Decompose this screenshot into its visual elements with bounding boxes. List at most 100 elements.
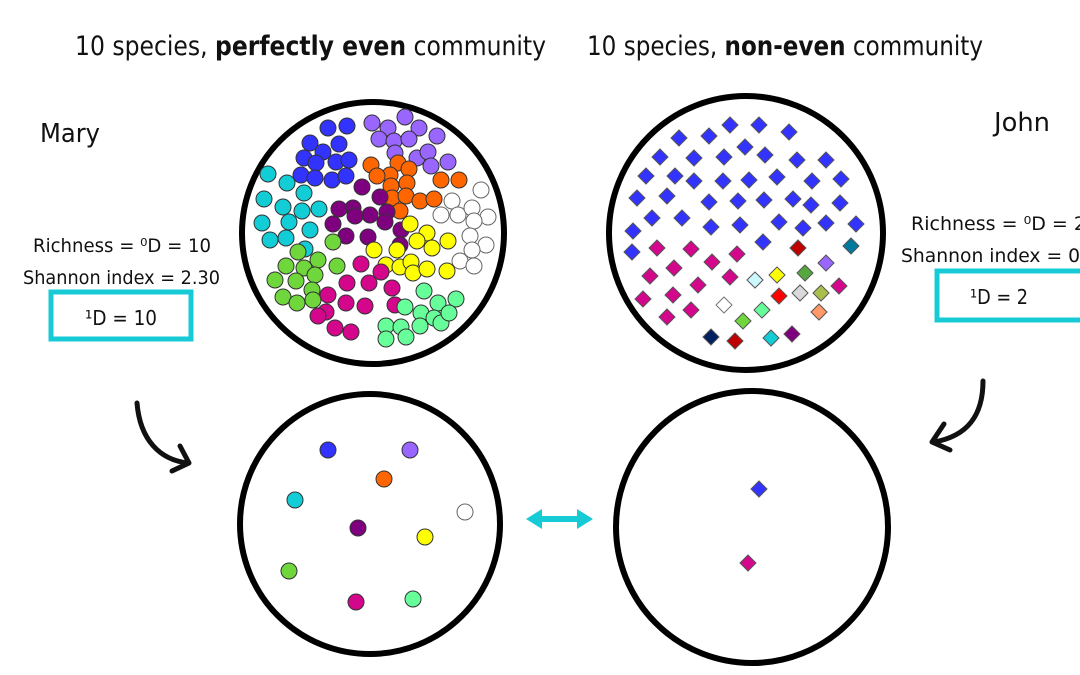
title-noneven-suffix: community xyxy=(846,31,983,62)
individual-circle xyxy=(438,262,456,280)
individual-circle xyxy=(400,160,418,178)
individual-diamond xyxy=(685,172,703,190)
individual-diamond xyxy=(830,277,848,295)
individual-diamond xyxy=(784,190,802,208)
title-noneven-bold: non-even xyxy=(725,31,846,62)
individual-diamond xyxy=(768,266,786,284)
individual-diamond xyxy=(740,171,758,189)
individual-circle xyxy=(347,593,365,611)
mary-shannon: Shannon index = 2.30 xyxy=(23,267,220,289)
individual-diamond xyxy=(847,215,865,233)
individual-diamond xyxy=(750,480,768,498)
title-noneven-community: 10 species, non-even community xyxy=(587,31,983,62)
individual-circle xyxy=(330,135,348,153)
individual-circle xyxy=(309,307,327,325)
title-noneven-prefix: 10 species, xyxy=(587,31,725,62)
individual-diamond xyxy=(700,127,718,145)
individual-circle xyxy=(425,190,443,208)
individual-diamond xyxy=(665,259,683,277)
individual-circle xyxy=(461,227,479,245)
individual-circle xyxy=(404,590,422,608)
individual-diamond xyxy=(658,308,676,326)
individual-circle xyxy=(301,221,319,239)
individual-diamond xyxy=(788,151,806,169)
individual-diamond xyxy=(623,243,641,261)
john-hill-number-box xyxy=(934,268,1080,323)
individual-diamond xyxy=(753,301,771,319)
individual-diamond xyxy=(682,240,700,258)
individual-circle xyxy=(415,282,433,300)
individual-diamond xyxy=(791,284,809,302)
individual-circle xyxy=(309,251,327,269)
individual-circle xyxy=(365,241,383,259)
individual-circle xyxy=(375,470,393,488)
individual-circle xyxy=(266,271,284,289)
individual-circle xyxy=(306,266,324,284)
individual-circle xyxy=(307,154,325,172)
individual-circle xyxy=(324,233,342,251)
individual-diamond xyxy=(812,284,830,302)
individual-diamond xyxy=(755,191,773,209)
individual-circle xyxy=(449,206,467,224)
individual-diamond xyxy=(754,233,772,251)
individual-circle xyxy=(439,153,457,171)
individual-circle xyxy=(259,165,277,183)
individual-circle xyxy=(440,304,458,322)
individual-circle xyxy=(479,208,497,226)
individual-circle xyxy=(400,130,418,148)
individual-diamond xyxy=(762,329,780,347)
individual-diamond xyxy=(796,264,814,282)
individual-circle xyxy=(255,190,273,208)
individual-diamond xyxy=(832,170,850,188)
individual-circle xyxy=(432,206,450,224)
individual-circle xyxy=(328,257,346,275)
individual-diamond xyxy=(736,138,754,156)
john-hill-number: ¹D = 2 xyxy=(970,285,1028,309)
individual-circle xyxy=(261,231,279,249)
individual-circle xyxy=(253,214,271,232)
individual-diamond xyxy=(715,148,733,166)
individual-circle xyxy=(323,171,341,189)
individual-circle xyxy=(465,212,483,230)
individual-circle xyxy=(465,257,483,275)
individual-diamond xyxy=(803,172,821,190)
individual-diamond xyxy=(831,194,849,212)
individual-diamond xyxy=(794,219,812,237)
noneven-sample-circle xyxy=(613,388,891,666)
individual-diamond xyxy=(637,167,655,185)
individual-diamond xyxy=(817,254,835,272)
even-community-individuals xyxy=(253,108,497,348)
individual-diamond xyxy=(673,209,691,227)
individual-diamond xyxy=(700,193,718,211)
individual-diamond xyxy=(756,146,774,164)
noneven-community-circle xyxy=(606,93,886,373)
individual-diamond xyxy=(702,218,720,236)
individual-diamond xyxy=(664,286,682,304)
individual-circle xyxy=(396,298,414,316)
john-richness: Richness = ⁰D = 2 xyxy=(911,213,1080,235)
individual-diamond xyxy=(689,276,707,294)
individual-circle xyxy=(274,198,292,216)
individual-diamond xyxy=(810,303,828,321)
john-label: John xyxy=(992,108,1050,138)
individual-diamond xyxy=(666,167,684,185)
individual-circle xyxy=(383,279,401,297)
curved-arrow-left-icon xyxy=(134,400,192,474)
individual-circle xyxy=(353,178,371,196)
individual-circle xyxy=(419,143,437,161)
double-arrow-compare-icon xyxy=(526,509,593,529)
individual-diamond xyxy=(729,192,747,210)
individual-circle xyxy=(447,290,465,308)
individual-circle xyxy=(337,294,355,312)
individual-circle xyxy=(324,215,342,233)
individual-circle xyxy=(377,330,395,348)
even-equivalent-community xyxy=(280,441,474,611)
individual-circle xyxy=(310,200,328,218)
title-even-community: 10 species, perfectly even community xyxy=(75,31,546,62)
individual-diamond xyxy=(685,149,703,167)
individual-circle xyxy=(418,260,436,278)
individual-circle xyxy=(370,130,388,148)
individual-diamond xyxy=(643,209,661,227)
individual-diamond xyxy=(750,116,768,134)
individual-diamond xyxy=(768,168,786,186)
